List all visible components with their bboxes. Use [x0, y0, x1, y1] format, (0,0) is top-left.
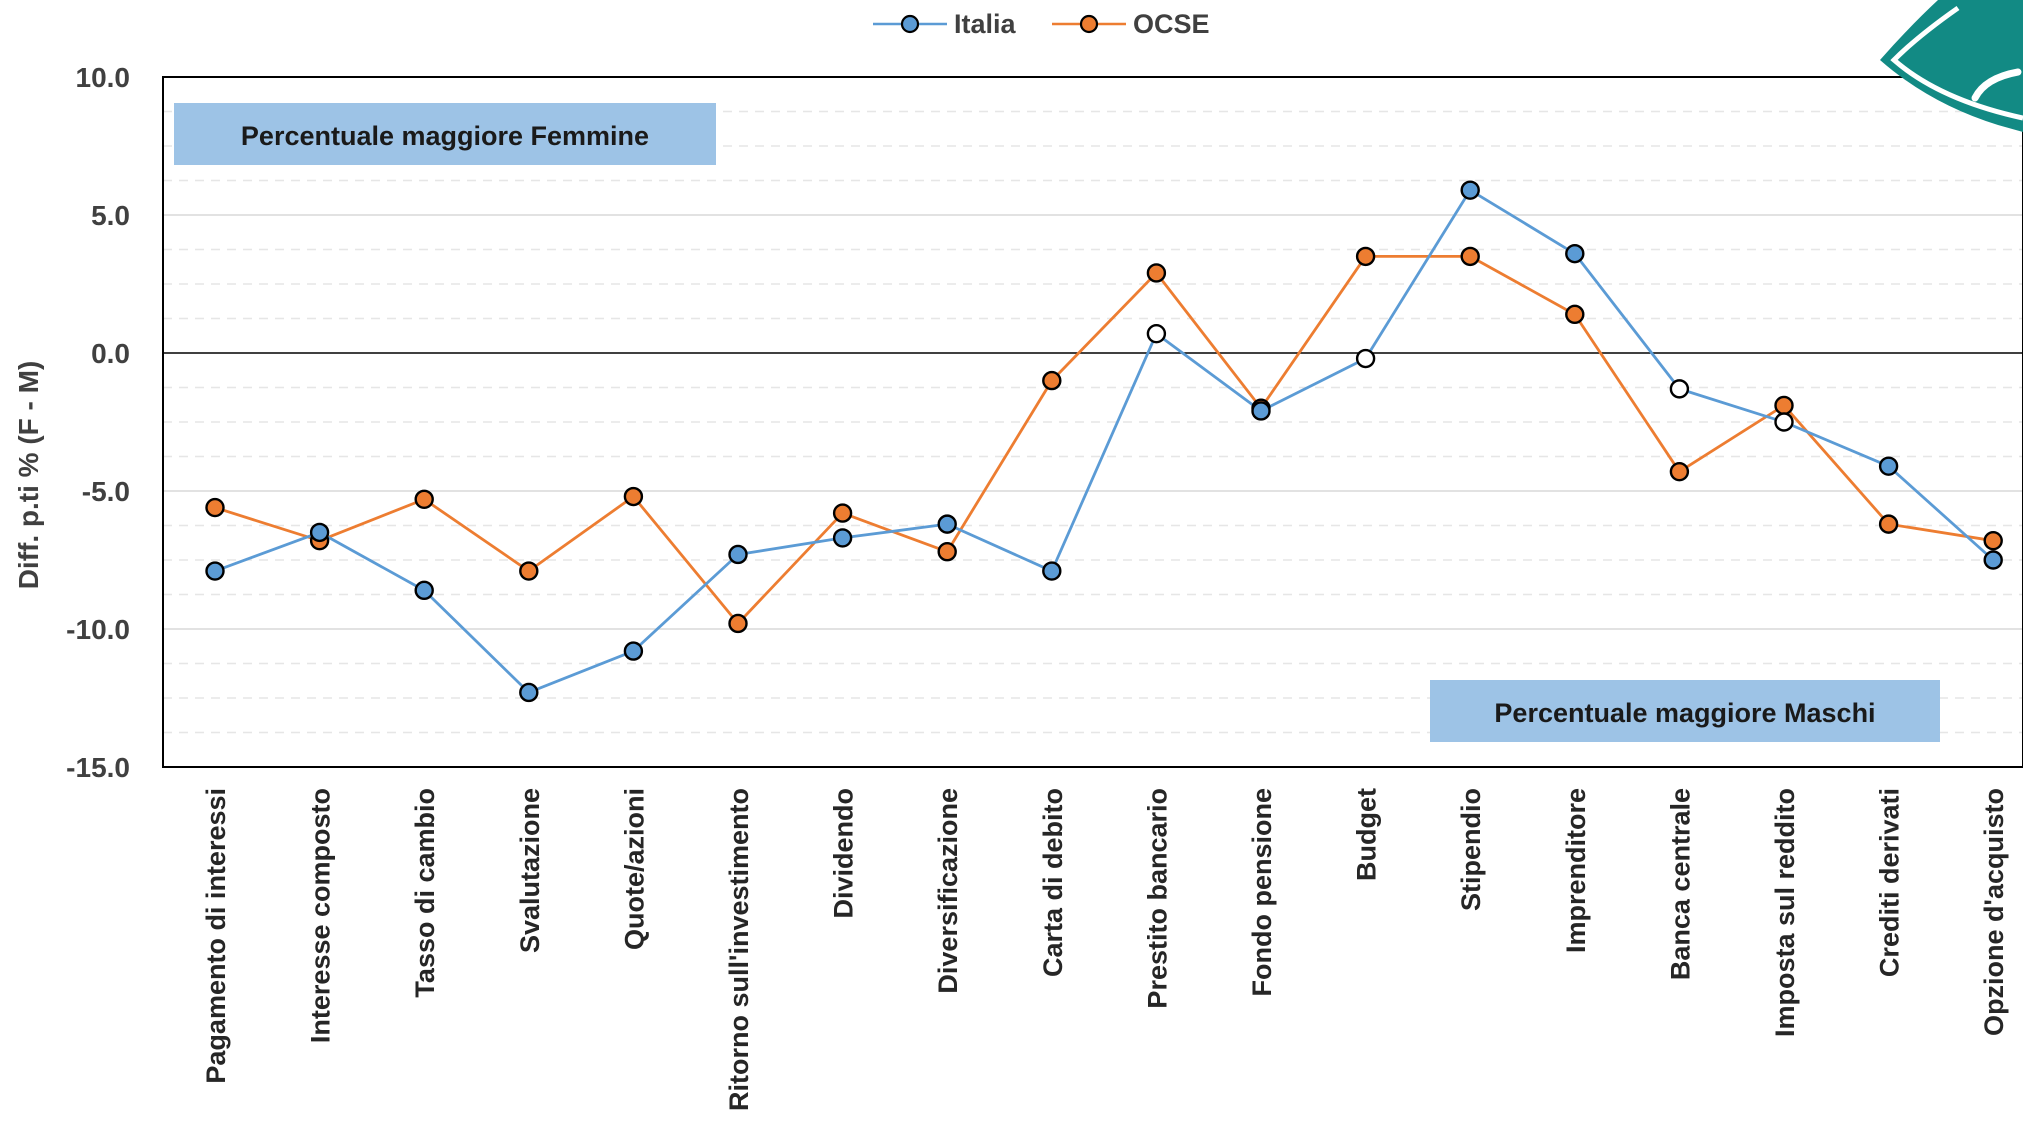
data-point-italia: [1983, 550, 2003, 570]
x-tick-label: Fondo pensione: [1247, 788, 1277, 997]
x-tick-label: Prestito bancario: [1142, 788, 1172, 1009]
data-point-italia: [1565, 243, 1585, 264]
data-point-italia: [1146, 323, 1167, 344]
data-point-ocse: [832, 503, 853, 523]
data-point-italia: [1042, 561, 1062, 581]
data-point-ocse: [937, 542, 957, 562]
y-tick-label: 5.0: [91, 200, 130, 231]
data-point-italia: [623, 641, 644, 661]
gridlines: [163, 110, 2023, 734]
data-point-ocse: [414, 489, 434, 509]
data-point-ocse: [1878, 514, 1899, 534]
y-tick-label: 0.0: [91, 338, 130, 369]
y-tick-label: 10.0: [76, 62, 131, 93]
annotation-male-text: Percentuale maggiore Maschi: [1494, 698, 1875, 728]
logo-badge-outline: [1890, 5, 2023, 121]
x-tick-label: Svalutazione: [515, 788, 545, 953]
x-tick-label: Interesse composto: [306, 788, 336, 1043]
x-axis-ticks: Pagamento di interessi Interesse composto…: [201, 788, 2009, 1111]
plot-area: [162, 76, 2023, 768]
legend-item-italia: Italia: [873, 9, 1017, 39]
annotation-female-box: [174, 103, 716, 165]
x-tick-label: Diversificazione: [933, 788, 963, 994]
data-point-ocse: [623, 486, 644, 507]
data-point-italia: [728, 544, 748, 565]
series-line-ocse: [214, 254, 1994, 625]
y-tick-label: -5.0: [82, 476, 130, 507]
annotation-female-text: Percentuale maggiore Femmine: [241, 121, 649, 151]
x-tick-label: Opzione d'acquisto: [1979, 788, 2009, 1036]
data-point-ocse: [1565, 304, 1585, 325]
x-tick-label: Pagamento di interessi: [201, 788, 231, 1084]
legend-italia-marker: [900, 14, 920, 34]
data-point-ocse: [1774, 395, 1794, 416]
data-point-ocse: [1355, 246, 1376, 267]
x-tick-label: Carta di debito: [1038, 788, 1068, 977]
series-line-italia: [214, 188, 1995, 694]
data-point-italia: [832, 528, 853, 548]
data-point-italia: [205, 561, 225, 581]
x-tick-label: Tasso di cambio: [410, 788, 440, 998]
x-tick-label: Imprenditore: [1561, 788, 1591, 953]
series: [205, 180, 2003, 703]
legend-italia-label: Italia: [954, 9, 1017, 39]
logo-badge-shape: [1880, 0, 2023, 132]
legend: Italia OCSE: [873, 9, 1210, 39]
data-point-italia: [1669, 379, 1690, 399]
y-tick-label: -15.0: [66, 752, 130, 783]
data-point-italia: [1355, 348, 1376, 369]
data-point-ocse: [728, 613, 748, 634]
data-point-ocse: [519, 561, 539, 581]
y-axis-ticks: 10.0 5.0 0.0 -5.0 -10.0 -15.0: [66, 62, 130, 783]
legend-item-ocse: OCSE: [1052, 9, 1210, 39]
series-lines: [214, 188, 1995, 694]
x-tick-label: Crediti derivati: [1875, 788, 1905, 977]
logo-badge-swoosh: [1971, 68, 2022, 102]
teal-badge-logo-icon: [1880, 0, 2023, 132]
annotation-male-box: [1430, 680, 1940, 742]
data-point-ocse: [205, 497, 225, 518]
annotation-male: Percentuale maggiore Maschi: [1430, 680, 1940, 742]
annotation-female: Percentuale maggiore Femmine: [174, 103, 716, 165]
legend-ocse-label: OCSE: [1133, 9, 1210, 39]
data-point-ocse: [1460, 246, 1480, 267]
x-tick-label: Banca centrale: [1665, 788, 1695, 980]
data-point-italia: [1251, 401, 1271, 421]
data-point-italia: [1460, 180, 1480, 200]
y-axis-title: Diff. p.ti % (F - M): [13, 361, 44, 590]
data-point-ocse: [1042, 370, 1062, 391]
data-point-italia: [937, 514, 957, 534]
data-point-italia: [1774, 412, 1794, 432]
data-point-italia: [519, 682, 539, 703]
x-tick-label: Ritorno sull'investimento: [724, 788, 754, 1111]
legend-ocse-marker: [1079, 14, 1099, 34]
x-tick-label: Stipendio: [1456, 788, 1486, 911]
data-point-ocse: [1146, 263, 1167, 283]
data-point-italia: [309, 522, 330, 543]
data-point-italia: [414, 580, 434, 601]
x-tick-label: Budget: [1352, 788, 1382, 881]
x-tick-label: Quote/azioni: [619, 788, 649, 950]
x-tick-label: Imposta sul reddito: [1770, 788, 1800, 1037]
data-point-italia: [1878, 456, 1899, 476]
data-point-ocse: [1983, 530, 2003, 551]
data-point-ocse: [1669, 461, 1690, 482]
series-markers: [205, 180, 2003, 703]
x-tick-label: Dividendo: [829, 788, 859, 919]
y-tick-label: -10.0: [66, 614, 130, 645]
